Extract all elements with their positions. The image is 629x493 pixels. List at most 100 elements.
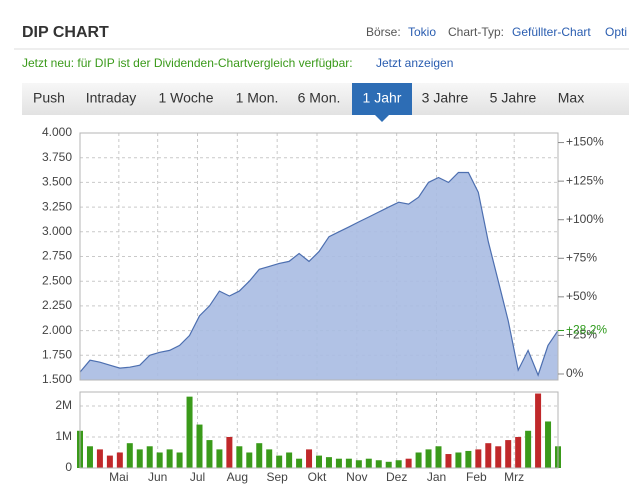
- y-tick-label: 0: [65, 460, 72, 474]
- volume-frame: [79, 391, 559, 469]
- volume-bar: [335, 458, 342, 468]
- volume-bar: [495, 446, 502, 468]
- volume-bar: [236, 446, 243, 468]
- price-line: [79, 171, 559, 377]
- volume-bar: [86, 446, 93, 468]
- y2-tick-label: 0%: [566, 366, 584, 380]
- volume-bar: [375, 460, 382, 468]
- y-tick-label: 3.250: [42, 199, 72, 213]
- volume-bar: [176, 452, 183, 468]
- chart-type-label: Chart-Typ:: [448, 25, 504, 39]
- volume-bar: [146, 446, 153, 468]
- volume-bar: [355, 460, 362, 468]
- volume-bar: [186, 396, 193, 468]
- notice: Jetzt neu: für DIP ist der Dividenden-Ch…: [22, 56, 353, 70]
- volume-bar: [515, 436, 522, 468]
- volume-bar: [96, 449, 103, 468]
- volume-bar: [485, 443, 492, 468]
- y-tick-label: 3.000: [42, 224, 72, 238]
- last-change-label: +28,2%: [566, 323, 607, 337]
- y2-tick-label: +25%: [566, 328, 597, 342]
- volume-bar: [196, 424, 203, 468]
- tab[interactable]: 1 Jahr: [363, 90, 402, 106]
- y2-tick-label: +100%: [566, 212, 604, 226]
- title: DIP CHART: [22, 24, 109, 41]
- x-tick-label: Jan: [427, 470, 446, 484]
- tab[interactable]: 1 Mon.: [236, 90, 279, 106]
- volume-bar: [286, 452, 293, 468]
- tab[interactable]: 5 Jahre: [490, 90, 537, 106]
- volume-bar: [126, 443, 133, 468]
- tab[interactable]: Intraday: [86, 90, 137, 106]
- volume-bar: [296, 458, 303, 468]
- tab[interactable]: Max: [558, 90, 584, 106]
- volume-bar: [345, 458, 352, 468]
- y-tick-label: 1M: [55, 429, 72, 443]
- volume-bar: [116, 452, 123, 468]
- x-tick-label: Mrz: [504, 470, 524, 484]
- x-tick-label: Okt: [308, 470, 327, 484]
- volume-bar: [106, 455, 113, 468]
- tab[interactable]: Push: [33, 90, 65, 106]
- volume-bar: [206, 440, 213, 468]
- volume-bar: [505, 440, 512, 468]
- x-tick-label: Nov: [346, 470, 367, 484]
- volume-bar: [415, 452, 422, 468]
- volume-bar: [525, 430, 532, 468]
- x-tick-label: Mai: [109, 470, 128, 484]
- exchange-link[interactable]: Tokio: [408, 25, 436, 39]
- tab[interactable]: 6 Mon.: [298, 90, 341, 106]
- y-tick-label: 2.250: [42, 298, 72, 312]
- y2-tick-label: +125%: [566, 173, 604, 187]
- volume-bar: [256, 443, 263, 468]
- volume-bar: [306, 449, 313, 468]
- options-link[interactable]: Opti: [605, 25, 627, 39]
- y-tick-label: 1.500: [42, 372, 72, 386]
- volume-bar: [246, 452, 253, 468]
- volume-bar: [325, 457, 332, 468]
- volume-bar: [405, 458, 412, 468]
- plot-frame: [79, 132, 559, 381]
- y-tick-label: 3.750: [42, 150, 72, 164]
- volume-bar: [276, 455, 283, 468]
- y-tick-label: 4.000: [42, 125, 72, 139]
- y-tick-label: 1.750: [42, 347, 72, 361]
- x-tick-label: Dez: [386, 470, 407, 484]
- notice-link[interactable]: Jetzt anzeigen: [376, 56, 453, 70]
- y-tick-label: 2.750: [42, 249, 72, 263]
- area: [80, 172, 558, 380]
- x-tick-label: Aug: [227, 470, 248, 484]
- volume-bar: [365, 458, 372, 468]
- x-tick-label: Feb: [466, 470, 487, 484]
- y-tick-label: 3.500: [42, 175, 72, 189]
- volume-bar: [475, 449, 482, 468]
- y2-tick-label: +75%: [566, 250, 597, 264]
- volume-bar: [156, 452, 163, 468]
- volume-bar: [455, 452, 462, 468]
- x-tick-label: Sep: [266, 470, 288, 484]
- volume-bar: [166, 449, 173, 468]
- volume-bar: [545, 421, 552, 468]
- tab-bar: [22, 83, 629, 115]
- volume-bar: [316, 455, 322, 468]
- volume-bar: [465, 450, 472, 468]
- y-tick-label: 2.000: [42, 323, 72, 337]
- volume-bar: [226, 436, 233, 468]
- x-tick-label: Jun: [148, 470, 167, 484]
- tab[interactable]: 1 Woche: [159, 90, 214, 106]
- volume-bar: [385, 461, 392, 468]
- active-tab-arrow: [375, 115, 389, 122]
- volume-bar: [395, 460, 402, 468]
- y2-tick-label: +150%: [566, 135, 604, 149]
- exchange-label: Börse:: [366, 25, 401, 39]
- y2-tick-label: +50%: [566, 289, 597, 303]
- volume-bar: [425, 449, 432, 468]
- volume-bar: [535, 393, 542, 468]
- volume-bar: [266, 449, 273, 468]
- active-tab: [352, 83, 412, 115]
- chart-type-link[interactable]: Gefüllter-Chart: [512, 25, 591, 39]
- volume-bar: [445, 454, 452, 468]
- y-tick-label: 2.500: [42, 273, 72, 287]
- x-tick-label: Jul: [190, 470, 205, 484]
- tab[interactable]: 3 Jahre: [422, 90, 469, 106]
